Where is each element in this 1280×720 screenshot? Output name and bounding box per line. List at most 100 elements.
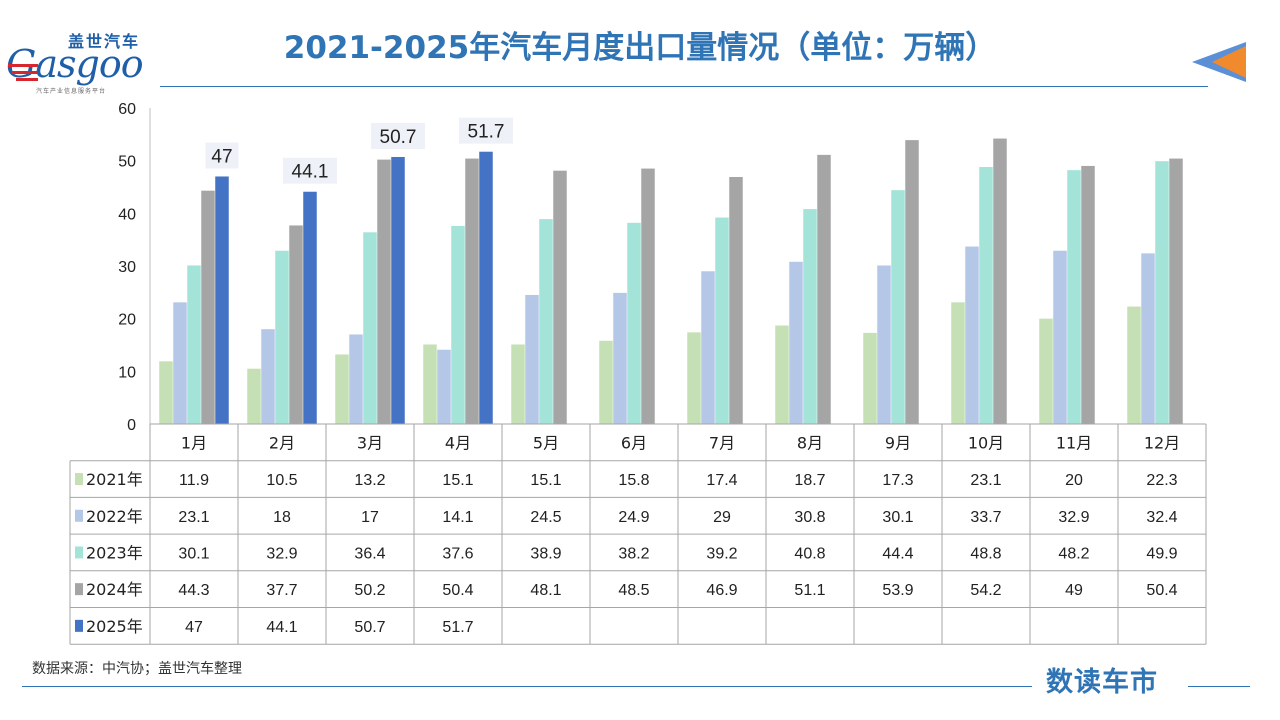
legend-swatch [75,619,83,632]
legend-label: 2023年 [86,543,143,562]
y-tick-label: 20 [118,312,136,329]
y-tick-label: 30 [118,259,136,276]
bar [1067,170,1081,424]
bar [1169,158,1183,424]
table-cell-value: 17 [361,509,379,526]
bar [1081,165,1095,424]
bar [729,176,743,424]
bar [187,265,201,424]
table-cell-value: 40.8 [794,545,825,562]
x-tick-label: 7月 [709,433,735,452]
legend-label: 2022年 [86,507,143,526]
bar [599,340,613,424]
data-label: 51.7 [468,122,505,143]
table-cell-value: 24.9 [618,509,649,526]
legend-swatch [75,546,83,559]
table-cell-value: 48.1 [530,582,561,599]
bar [613,292,627,424]
table-cell-value: 23.1 [178,509,209,526]
y-tick-label: 10 [118,364,136,381]
x-tick-label: 6月 [621,433,647,452]
table-cell-value: 37.6 [442,545,473,562]
gasgoo-logo: 盖世汽车 Gasgoo 汽车产业信息服务平台 [6,26,156,96]
table-cell-value: 54.2 [970,582,1001,599]
bar [993,138,1007,424]
table-cell-value: 50.4 [442,582,473,599]
data-source-note: 数据来源：中汽协；盖世汽车整理 [32,661,242,677]
x-tick-label: 3月 [357,433,383,452]
bar [789,261,803,424]
bar [451,225,465,424]
table-cell-value: 48.2 [1058,545,1089,562]
table-cell-value: 32.9 [1058,509,1089,526]
bar [1155,161,1169,424]
footer-divider-left [22,686,1032,687]
table-cell-value: 30.1 [882,509,913,526]
x-tick-label: 11月 [1056,433,1092,452]
table-cell-value: 38.9 [530,545,561,562]
data-label: 47 [211,146,232,167]
y-tick-label: 50 [118,154,136,171]
data-label-bg [459,117,513,144]
bar [289,225,303,424]
data-label-bg [283,157,337,184]
logo-cn-text: 盖世汽车 [68,32,141,51]
bar [863,332,877,424]
table-cell-value: 24.5 [530,509,561,526]
table-cell-value: 51.7 [442,619,473,636]
brand-mark: 数读车市 [1046,667,1158,698]
table-cell-value: 38.2 [618,545,649,562]
bar [965,246,979,424]
table-cell-value: 15.1 [442,472,473,489]
bar [979,166,993,424]
table-cell-value: 10.5 [266,472,297,489]
bar [1053,250,1067,424]
data-label-bg [205,142,239,169]
table-cell-value: 18 [273,509,291,526]
footer-divider-right [1188,686,1250,687]
table-cell-value: 44.3 [178,582,209,599]
table-cell-value: 14.1 [442,509,473,526]
bar [465,158,479,424]
bar [539,219,553,424]
legend-swatch [75,509,83,522]
bar [525,294,539,424]
table-cell-value: 49.9 [1146,545,1177,562]
table-cell-value: 15.1 [530,472,561,489]
table-cell-value: 53.9 [882,582,913,599]
bar [349,334,363,424]
table-cell-value: 22.3 [1146,472,1177,489]
bar [905,140,919,425]
bar [275,250,289,424]
y-tick-label: 60 [118,101,136,118]
logo-subtitle: 汽车产业信息服务平台 [36,88,107,95]
table-cell-value: 32.9 [266,545,297,562]
table-cell-value: 20 [1065,472,1083,489]
y-tick-label: 0 [127,417,136,434]
data-label: 50.7 [380,127,417,148]
table-cell-value: 15.8 [618,472,649,489]
data-label: 44.1 [292,162,329,183]
bar [159,361,173,424]
bar [261,329,275,424]
bar [687,332,701,424]
bar [891,190,905,424]
table-cell-value: 48.8 [970,545,1001,562]
table-cell-value: 30.1 [178,545,209,562]
table-cell-value: 51.1 [794,582,825,599]
legend-label: 2024年 [86,580,143,599]
bar [247,368,261,424]
bar [817,154,831,424]
bar [377,159,391,424]
x-tick-label: 2月 [269,433,295,452]
table-cell-value: 17.4 [706,472,737,489]
bar [363,232,377,424]
table-cell-value: 13.2 [354,472,385,489]
legend-label: 2021年 [86,470,143,489]
x-tick-label: 12月 [1144,433,1180,452]
table-cell-value: 49 [1065,582,1083,599]
x-tick-label: 10月 [968,433,1004,452]
table-cell-value: 46.9 [706,582,737,599]
bar [627,222,641,424]
